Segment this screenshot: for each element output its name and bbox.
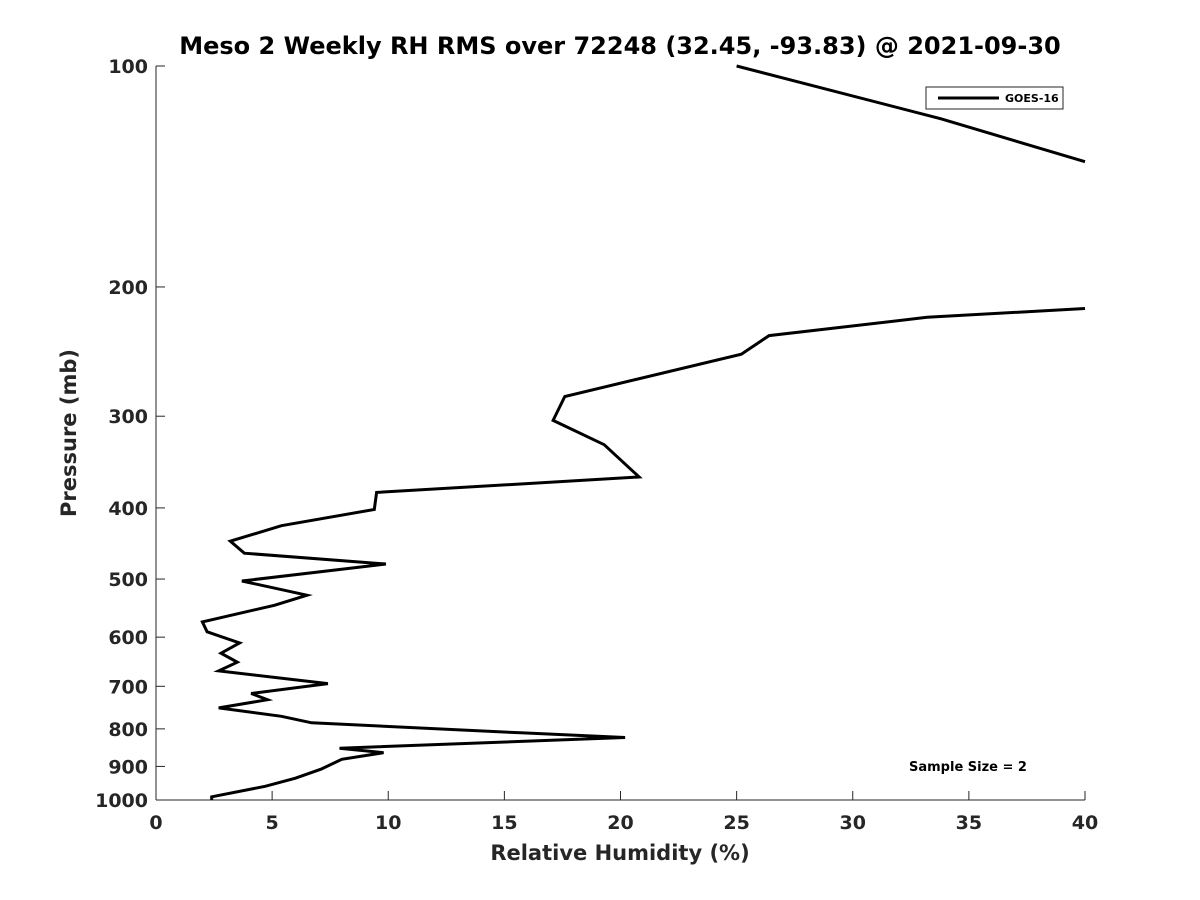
x-tick-label: 25 bbox=[723, 812, 749, 834]
series-line-goes-16 bbox=[736, 64, 1086, 164]
x-tick-label: 15 bbox=[491, 812, 517, 834]
series-line-goes-16 bbox=[200, 307, 1086, 800]
series-group bbox=[200, 64, 1086, 800]
y-axis-ticks: 100 200 300 400 500 600 700 800 900 1000 bbox=[95, 56, 165, 812]
legend-label-goes-16: GOES-16 bbox=[1005, 92, 1059, 105]
x-tick-label: 20 bbox=[607, 812, 633, 834]
x-tick-label: 5 bbox=[266, 812, 279, 834]
plot-area bbox=[155, 66, 1085, 801]
y-tick-label: 600 bbox=[108, 627, 148, 649]
sample-size-annotation: Sample Size = 2 bbox=[909, 760, 1027, 775]
x-tick-label: 10 bbox=[375, 812, 401, 834]
y-tick-label: 800 bbox=[108, 719, 148, 741]
y-tick-label: 100 bbox=[108, 56, 148, 78]
y-axis-label: Pressure (mb) bbox=[57, 349, 81, 517]
x-tick-label: 40 bbox=[1072, 812, 1098, 834]
y-tick-label: 700 bbox=[108, 676, 148, 698]
y-tick-label: 1000 bbox=[95, 790, 148, 812]
y-tick-label: 400 bbox=[108, 498, 148, 520]
legend: GOES-16 bbox=[925, 86, 1064, 110]
x-tick-label: 30 bbox=[840, 812, 866, 834]
x-axis-ticks: 0 5 10 15 20 25 30 35 40 bbox=[149, 791, 1098, 834]
x-axis-label: Relative Humidity (%) bbox=[490, 841, 749, 865]
x-tick-label: 0 bbox=[149, 812, 162, 834]
y-tick-label: 900 bbox=[108, 756, 148, 778]
y-tick-label: 500 bbox=[108, 569, 148, 591]
x-tick-label: 35 bbox=[956, 812, 982, 834]
chart-title: Meso 2 Weekly RH RMS over 72248 (32.45, … bbox=[179, 32, 1061, 60]
y-tick-label: 300 bbox=[108, 406, 148, 428]
y-tick-label: 200 bbox=[108, 277, 148, 299]
